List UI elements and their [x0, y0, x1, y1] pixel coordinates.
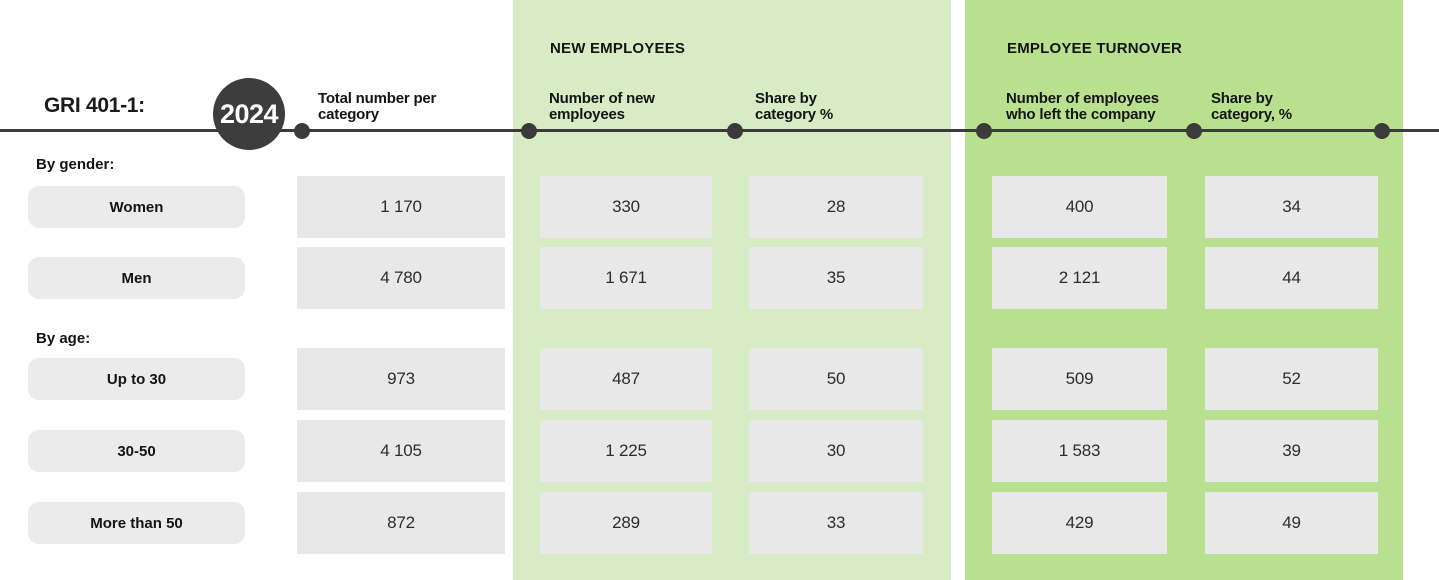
- column-header-total: Total number per category: [318, 90, 437, 123]
- cell-new-count: 1 671: [540, 247, 712, 309]
- cell-total: 4 105: [297, 420, 505, 482]
- section-title-new-employees: NEW EMPLOYEES: [550, 40, 686, 57]
- timeline-node: [294, 123, 310, 139]
- category-pill: Up to 30: [28, 358, 245, 400]
- cell-new-share: 35: [749, 247, 923, 309]
- timeline-node: [976, 123, 992, 139]
- table-row: Up to 30 973 487 50 509 52: [0, 348, 1439, 410]
- column-header-new-count: Number of new employees: [549, 90, 655, 123]
- cell-total: 973: [297, 348, 505, 410]
- timeline-node: [1374, 123, 1390, 139]
- timeline-node: [727, 123, 743, 139]
- cell-turnover-count: 429: [992, 492, 1167, 554]
- group-label-age: By age:: [36, 330, 91, 347]
- cell-new-share: 33: [749, 492, 923, 554]
- timeline-node: [1186, 123, 1202, 139]
- cell-new-count: 289: [540, 492, 712, 554]
- year-badge: 2024: [213, 78, 285, 150]
- cell-turnover-share: 52: [1205, 348, 1378, 410]
- category-pill: 30-50: [28, 430, 245, 472]
- cell-turnover-share: 49: [1205, 492, 1378, 554]
- column-header-turnover-count: Number of employees who left the company: [1006, 90, 1159, 123]
- cell-new-share: 28: [749, 176, 923, 238]
- cell-turnover-share: 34: [1205, 176, 1378, 238]
- column-header-turnover-share: Share by category, %: [1211, 90, 1292, 123]
- cell-turnover-count: 509: [992, 348, 1167, 410]
- cell-new-count: 330: [540, 176, 712, 238]
- group-label-gender: By gender:: [36, 156, 115, 173]
- timeline-rule: [0, 129, 1439, 132]
- cell-turnover-share: 39: [1205, 420, 1378, 482]
- category-pill: More than 50: [28, 502, 245, 544]
- cell-new-count: 487: [540, 348, 712, 410]
- table-row: More than 50 872 289 33 429 49: [0, 492, 1439, 554]
- table-row: Women 1 170 330 28 400 34: [0, 176, 1439, 238]
- cell-new-share: 30: [749, 420, 923, 482]
- table-row: 30-50 4 105 1 225 30 1 583 39: [0, 420, 1439, 482]
- cell-turnover-count: 2 121: [992, 247, 1167, 309]
- cell-turnover-share: 44: [1205, 247, 1378, 309]
- cell-turnover-count: 400: [992, 176, 1167, 238]
- column-header-new-share: Share by category %: [755, 90, 834, 123]
- cell-new-share: 50: [749, 348, 923, 410]
- cell-total: 4 780: [297, 247, 505, 309]
- cell-new-count: 1 225: [540, 420, 712, 482]
- category-pill: Women: [28, 186, 245, 228]
- cell-total: 872: [297, 492, 505, 554]
- category-pill: Men: [28, 257, 245, 299]
- table-row: Men 4 780 1 671 35 2 121 44: [0, 247, 1439, 309]
- page-title: GRI 401-1:: [44, 94, 145, 117]
- cell-total: 1 170: [297, 176, 505, 238]
- timeline-node: [521, 123, 537, 139]
- cell-turnover-count: 1 583: [992, 420, 1167, 482]
- section-title-employee-turnover: EMPLOYEE TURNOVER: [1007, 40, 1183, 57]
